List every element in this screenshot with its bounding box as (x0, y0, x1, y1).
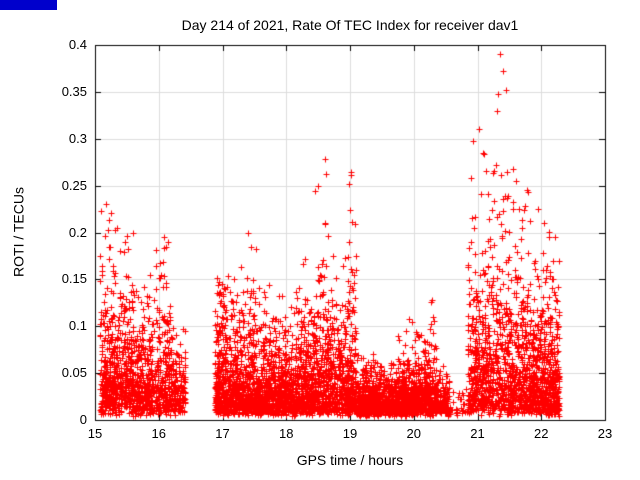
x-axis-label: GPS time / hours (296, 452, 404, 468)
y-tick-label: 0.35 (61, 83, 87, 99)
y-axis-label: ROTI / TECUs (10, 187, 27, 277)
x-tick-label: 16 (151, 426, 166, 441)
y-tick-label: 0.2 (68, 224, 87, 240)
x-tick-label: 15 (87, 426, 103, 441)
y-tick-label: 0.15 (61, 271, 87, 287)
y-tick-label: 0.05 (61, 365, 87, 381)
x-tick-label: 18 (279, 426, 294, 441)
x-tick-label: 23 (597, 426, 613, 441)
x-tick-label: 19 (342, 426, 358, 441)
y-tick-label: 0.4 (68, 37, 87, 52)
x-tick-label: 17 (215, 426, 230, 441)
x-tick-label: 22 (534, 426, 549, 441)
y-tick-label: 0.3 (68, 130, 87, 146)
chart-title: Day 214 of 2021, Rate Of TEC Index for r… (181, 17, 519, 33)
x-tick-label: 21 (470, 426, 485, 441)
y-tick-label: 0.25 (61, 177, 87, 193)
y-tick-label: 0.1 (68, 318, 87, 334)
x-tick-label: 20 (406, 426, 421, 441)
y-tick-label: 0 (79, 412, 87, 427)
